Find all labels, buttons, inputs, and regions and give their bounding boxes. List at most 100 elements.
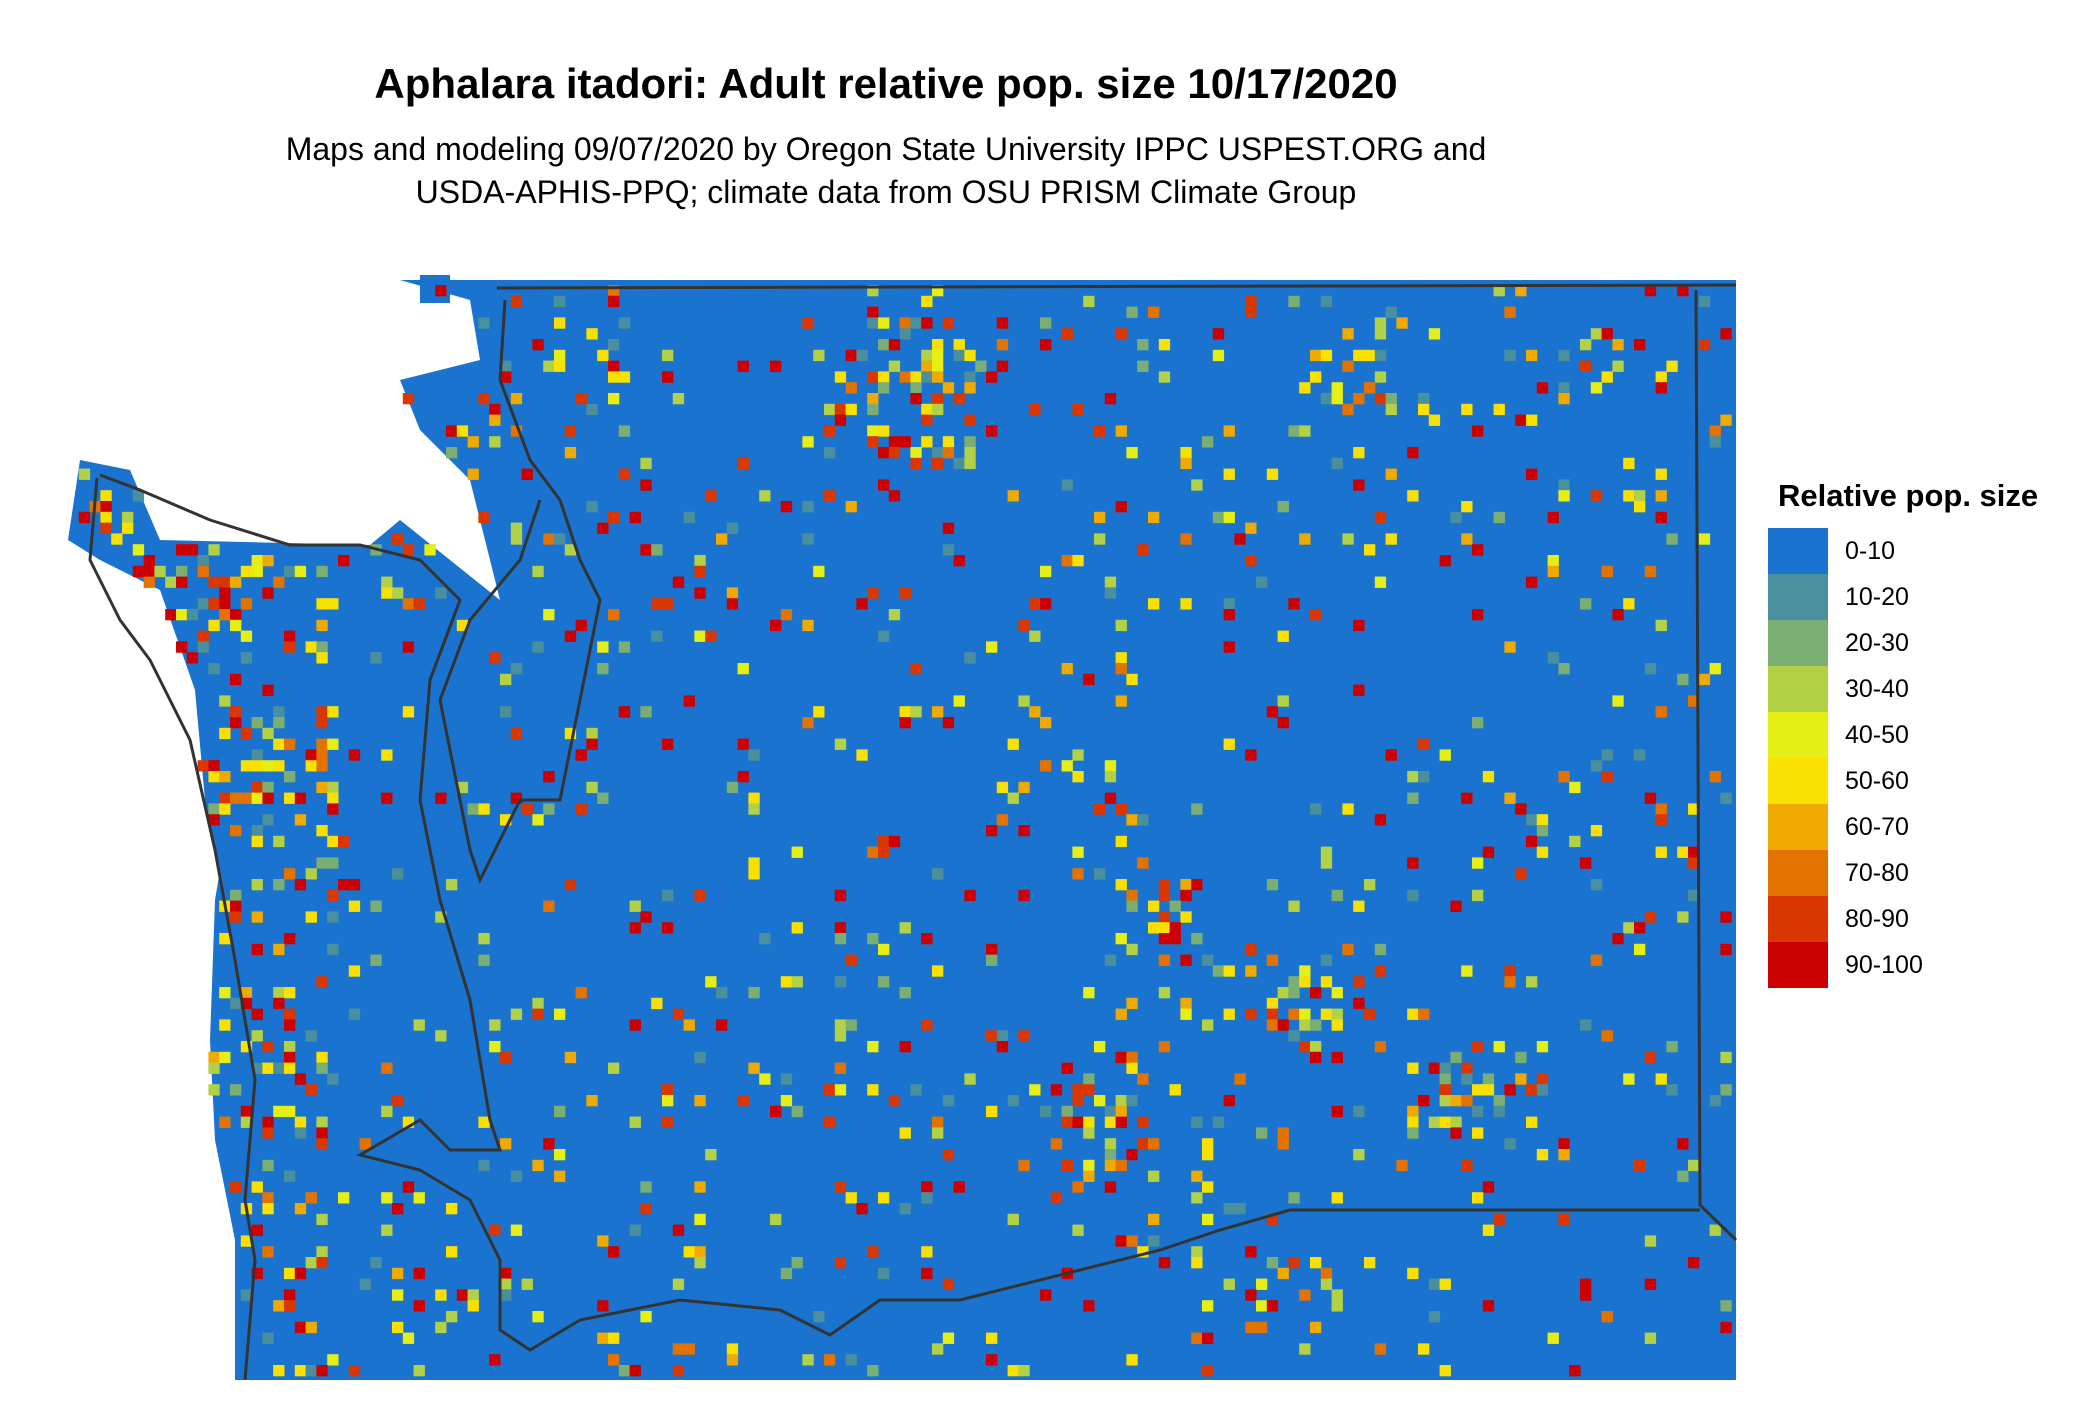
- raster-cell: [953, 1181, 965, 1193]
- raster-cell: [1331, 1008, 1343, 1020]
- raster-cell: [230, 900, 242, 912]
- raster-cell: [1320, 349, 1333, 362]
- raster-cell: [500, 1138, 512, 1150]
- raster-cell: [932, 447, 944, 459]
- raster-cell: [230, 619, 242, 632]
- raster-cell: [381, 587, 393, 599]
- raster-cell: [1407, 1008, 1419, 1020]
- raster-cell: [1299, 965, 1311, 977]
- raster-cell: [1223, 511, 1235, 524]
- raster-cell: [1029, 630, 1041, 642]
- raster-cell: [1018, 889, 1030, 902]
- legend-item: 20-30: [1768, 620, 2038, 666]
- raster-cell: [338, 555, 350, 567]
- raster-cell: [802, 619, 814, 632]
- raster-cell: [532, 641, 544, 653]
- raster-cell: [208, 1084, 220, 1096]
- raster-cell: [1634, 501, 1646, 513]
- raster-cell: [899, 706, 911, 718]
- legend-swatch: [1768, 896, 1828, 942]
- raster-cell: [888, 835, 901, 848]
- raster-cell: [845, 382, 857, 394]
- raster-cell: [748, 792, 760, 804]
- raster-cell: [834, 403, 847, 416]
- raster-cell: [1234, 1203, 1246, 1215]
- raster-cell: [413, 1019, 425, 1031]
- raster-cell: [597, 641, 609, 653]
- raster-cell: [1072, 846, 1084, 858]
- raster-cell: [694, 1246, 706, 1258]
- raster-cell: [284, 771, 296, 783]
- raster-cell: [770, 360, 782, 372]
- raster-cell: [1256, 1321, 1268, 1334]
- raster-cell: [953, 339, 965, 351]
- raster-cell: [1288, 976, 1300, 988]
- raster-cell: [1277, 1138, 1289, 1150]
- raster-cell: [1083, 673, 1095, 686]
- raster-cell: [651, 997, 663, 1010]
- raster-cell: [1677, 1170, 1689, 1182]
- raster-cell: [1288, 1192, 1300, 1204]
- raster-cell: [834, 1257, 847, 1269]
- raster-cell: [705, 976, 717, 988]
- raster-cell: [1698, 295, 1711, 308]
- raster-cell: [1029, 403, 1041, 416]
- raster-cell: [305, 1084, 317, 1096]
- raster-cell: [1256, 1278, 1268, 1290]
- raster-cell: [683, 1246, 695, 1258]
- raster-cell: [251, 1181, 263, 1193]
- raster-cell: [1040, 339, 1052, 351]
- raster-cell: [834, 1019, 847, 1031]
- raster-cell: [586, 738, 598, 750]
- raster-cell: [273, 835, 285, 848]
- raster-cell: [1547, 565, 1559, 578]
- raster-cell: [1040, 1289, 1052, 1301]
- raster-cell: [1018, 781, 1030, 794]
- raster-cell: [575, 619, 587, 632]
- raster-cell: [1331, 889, 1343, 902]
- raster-cell: [597, 663, 609, 675]
- raster-cell: [1428, 1278, 1441, 1290]
- raster-cell: [878, 943, 890, 956]
- legend-item: 50-60: [1768, 758, 2038, 804]
- raster-cell: [78, 511, 91, 524]
- raster-cell: [402, 641, 415, 653]
- raster-cell: [1310, 1321, 1322, 1334]
- raster-cell: [327, 1073, 339, 1085]
- raster-cell: [1342, 803, 1354, 815]
- raster-cell: [1526, 414, 1538, 426]
- raster-cell: [510, 727, 523, 740]
- raster-cell: [1061, 1116, 1073, 1128]
- raster-cell: [770, 1105, 782, 1118]
- raster-cell: [413, 1365, 425, 1377]
- raster-cell: [1050, 1192, 1063, 1204]
- raster-cell: [1331, 382, 1343, 394]
- raster-cell: [1223, 609, 1235, 621]
- raster-cell: [1029, 706, 1041, 718]
- raster-cell: [1104, 1138, 1117, 1150]
- raster-cell: [1504, 1084, 1516, 1096]
- raster-cell: [813, 706, 825, 718]
- raster-cell: [899, 317, 911, 329]
- raster-cell: [1461, 965, 1473, 977]
- raster-cell: [446, 879, 458, 891]
- raster-cell: [197, 760, 209, 772]
- raster-cell: [1558, 382, 1570, 394]
- raster-cell: [1331, 1192, 1343, 1204]
- raster-cell: [1482, 1181, 1495, 1193]
- raster-cell: [608, 1246, 620, 1258]
- raster-cell: [1126, 1095, 1138, 1107]
- raster-cell: [402, 1181, 415, 1193]
- raster-cell: [392, 587, 404, 599]
- raster-cell: [500, 1051, 512, 1064]
- raster-cell: [1450, 1127, 1462, 1139]
- raster-cell: [1169, 922, 1181, 934]
- raster-cell: [791, 976, 803, 988]
- raster-cell: [1374, 371, 1387, 383]
- raster-cell: [1018, 695, 1030, 707]
- raster-cell: [1547, 1332, 1559, 1344]
- raster-cell: [1634, 339, 1646, 351]
- raster-cell: [208, 1062, 220, 1074]
- legend-item: 70-80: [1768, 850, 2038, 896]
- raster-cell: [888, 447, 901, 459]
